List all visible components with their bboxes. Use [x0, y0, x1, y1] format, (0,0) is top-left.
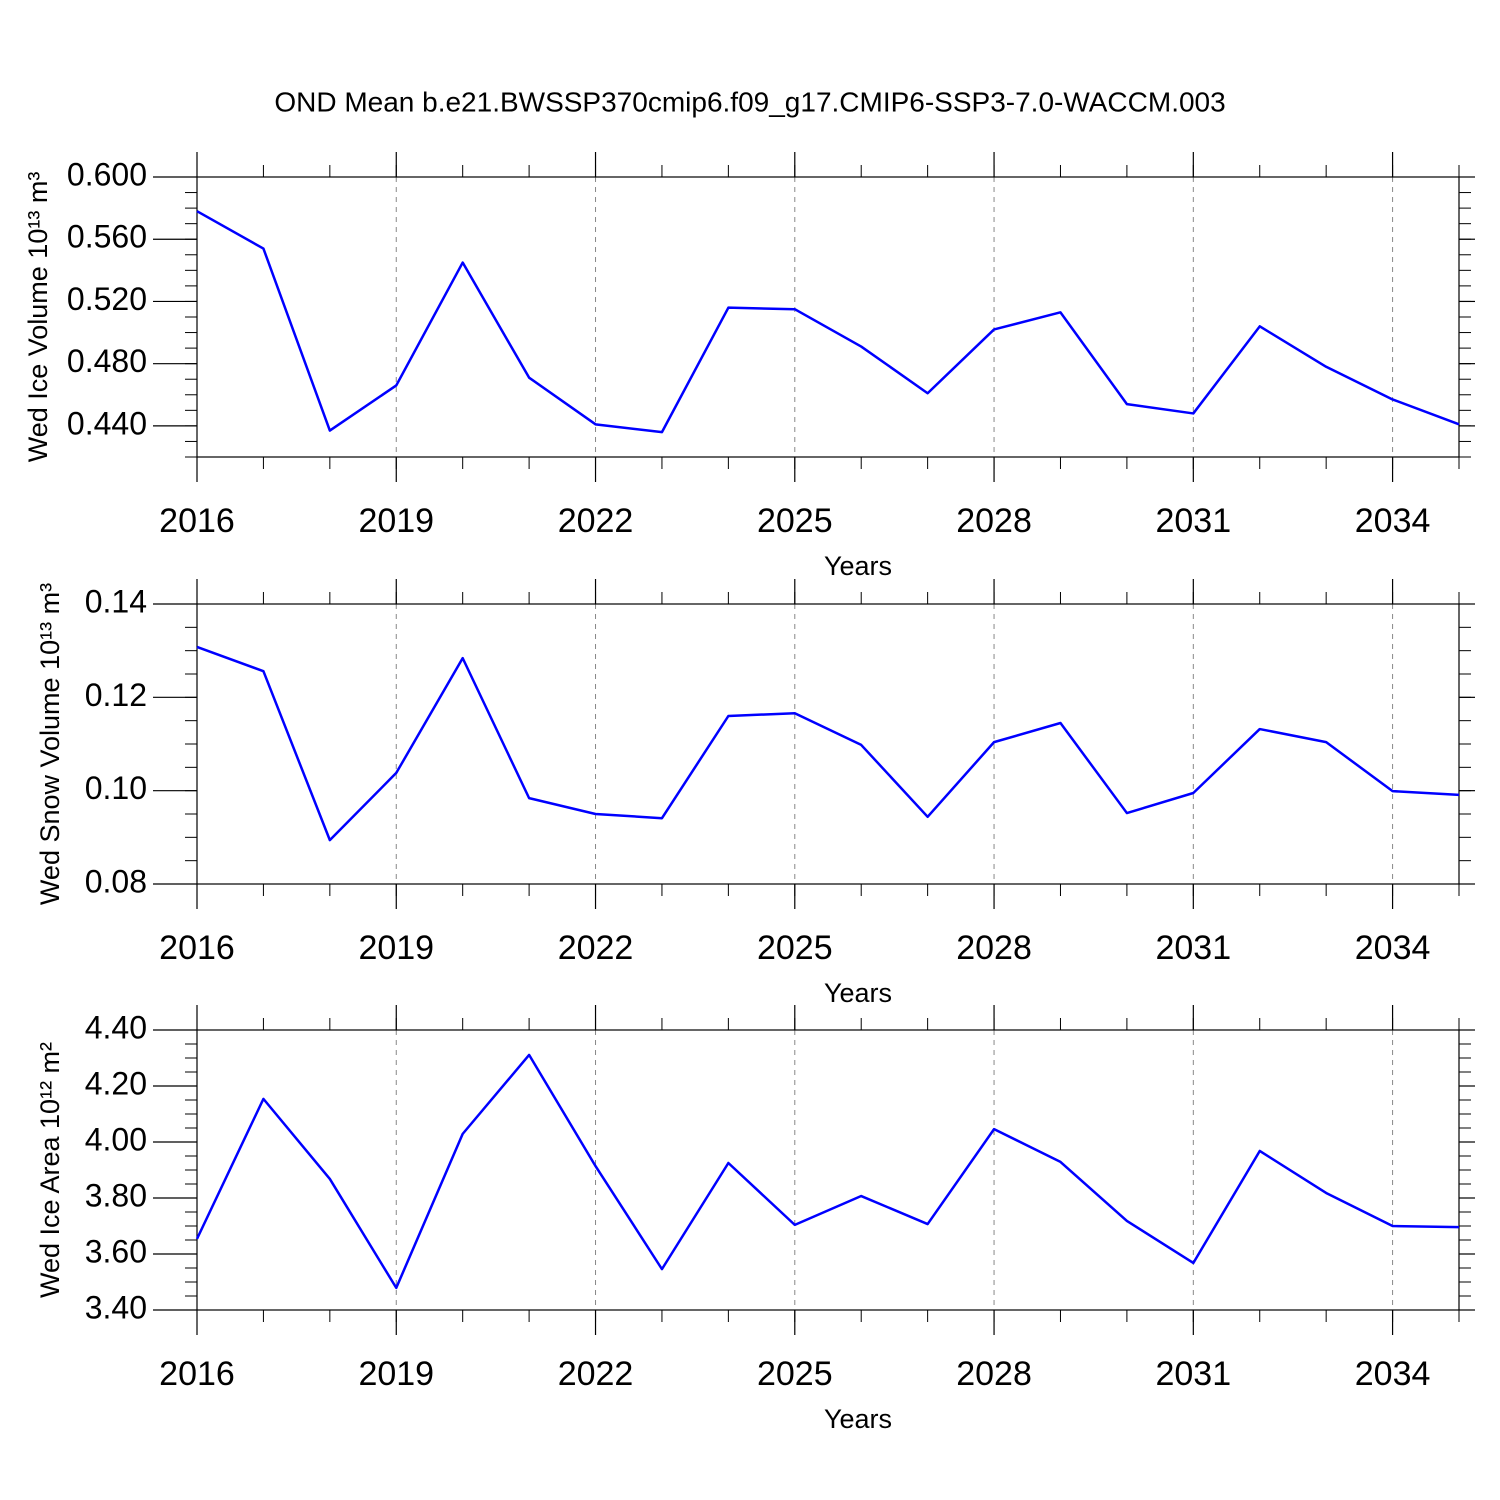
x-tick-label: 2019	[358, 502, 434, 540]
data-line	[195, 1053, 1460, 1290]
x-tick-label: 2031	[1155, 929, 1231, 967]
y-tick-label: 0.12	[85, 677, 147, 713]
x-tick-label: 2034	[1355, 502, 1431, 540]
x-tick-label: 2028	[956, 502, 1032, 540]
y-tick-label: 0.10	[85, 770, 147, 806]
y-tick-label: 4.40	[85, 1009, 147, 1045]
x-tick-label: 2028	[956, 1355, 1032, 1393]
x-tick-label: 2028	[956, 929, 1032, 967]
x-tick-label: 2019	[358, 929, 434, 967]
x-tick-label: 2019	[358, 1355, 434, 1393]
x-tick-label: 2022	[558, 929, 634, 967]
y-axis-label: Wed Ice Volume 10¹³ m³	[23, 172, 53, 463]
y-axis-label: Wed Ice Area 10¹² m²	[35, 1042, 65, 1298]
x-tick-label: 2022	[558, 1355, 634, 1393]
x-axis-label: Years	[824, 551, 892, 581]
figure-title: OND Mean b.e21.BWSSP370cmip6.f09_g17.CMI…	[274, 86, 1225, 117]
y-tick-label: 0.560	[67, 219, 147, 255]
y-tick-label: 3.40	[85, 1289, 147, 1325]
x-tick-label: 2016	[159, 929, 235, 967]
data-line	[196, 645, 1460, 842]
x-tick-label: 2025	[757, 929, 833, 967]
y-tick-label: 3.60	[85, 1233, 147, 1269]
y-axis-label: Wed Snow Volume 10¹³ m³	[35, 583, 65, 905]
x-axis-label: Years	[824, 978, 892, 1008]
y-tick-label: 4.20	[85, 1065, 147, 1101]
y-tick-label: 0.520	[67, 281, 147, 317]
plot-frame	[196, 1029, 1460, 1311]
x-tick-label: 2034	[1355, 1355, 1431, 1393]
x-tick-label: 2031	[1155, 1355, 1231, 1393]
x-tick-label: 2025	[757, 502, 833, 540]
x-tick-label: 2025	[757, 1355, 833, 1393]
x-tick-label: 2022	[558, 502, 634, 540]
x-axis-label: Years	[824, 1404, 892, 1434]
y-tick-label: 0.600	[67, 156, 147, 192]
y-tick-label: 3.80	[85, 1177, 147, 1213]
y-tick-label: 0.480	[67, 343, 147, 379]
x-tick-label: 2031	[1155, 502, 1231, 540]
data-line	[196, 210, 1460, 434]
x-tick-label: 2016	[159, 502, 235, 540]
plot-frame	[196, 603, 1460, 885]
plot-frame	[196, 176, 1460, 458]
y-tick-label: 0.08	[85, 863, 147, 899]
x-tick-label: 2016	[159, 1355, 235, 1393]
y-tick-label: 0.14	[85, 583, 147, 619]
y-tick-label: 4.00	[85, 1121, 147, 1157]
y-tick-label: 0.440	[67, 405, 147, 441]
x-tick-label: 2034	[1355, 929, 1431, 967]
